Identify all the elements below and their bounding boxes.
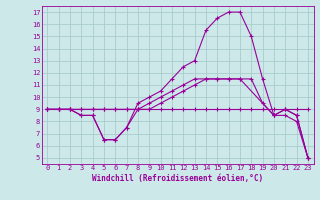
X-axis label: Windchill (Refroidissement éolien,°C): Windchill (Refroidissement éolien,°C) bbox=[92, 174, 263, 183]
